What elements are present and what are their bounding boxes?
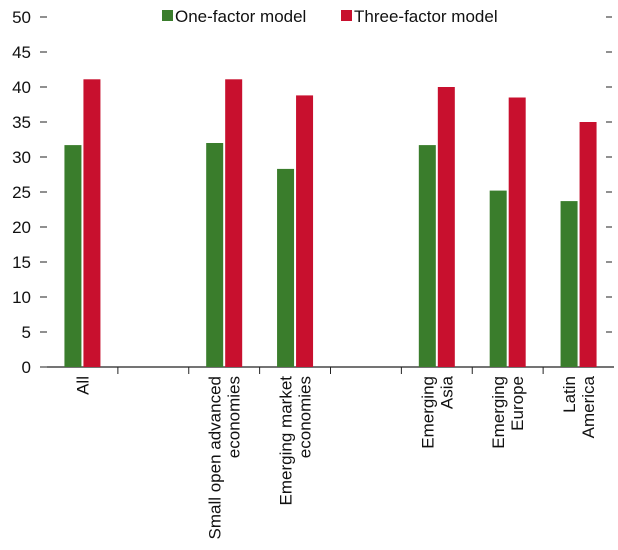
y-tick-label: 50 xyxy=(12,8,31,27)
y-tick-label: 20 xyxy=(12,218,31,237)
axes: 0 5 10 15 20 25 30 35 40 45 50 xyxy=(12,8,614,377)
y-tick-label: 25 xyxy=(12,183,31,202)
y-tick-label: 45 xyxy=(12,43,31,62)
bar-three-factor xyxy=(437,87,455,367)
legend: One-factor model Three-factor model xyxy=(162,7,498,26)
category-label: Emerging market xyxy=(277,376,296,506)
y-tick-label: 10 xyxy=(12,288,31,307)
category-label: Asia xyxy=(437,375,456,409)
bar-three-factor xyxy=(579,122,597,367)
bar-three-factor xyxy=(296,95,314,368)
legend-label-three-factor: Three-factor model xyxy=(354,7,498,26)
category-label: economies xyxy=(225,376,244,458)
y-tick-label: 0 xyxy=(22,358,31,377)
bar-three-factor xyxy=(508,97,526,367)
legend-label-one-factor: One-factor model xyxy=(175,7,306,26)
bar-one-factor xyxy=(206,143,224,367)
y-tick-label: 35 xyxy=(12,113,31,132)
category-label: Europe xyxy=(508,376,527,431)
y-tick-label: 40 xyxy=(12,78,31,97)
category-label: Emerging xyxy=(489,376,508,449)
y-tick-label: 5 xyxy=(22,323,31,342)
bar-one-factor xyxy=(489,190,507,367)
bar-one-factor xyxy=(277,168,295,367)
category-label: Emerging xyxy=(418,376,437,449)
category-label: economies xyxy=(296,376,315,458)
bars xyxy=(64,79,597,374)
category-label: America xyxy=(579,375,598,438)
bar-one-factor xyxy=(560,201,578,367)
bar-one-factor xyxy=(418,145,436,367)
bar-three-factor xyxy=(83,79,101,368)
bar-one-factor xyxy=(64,145,82,367)
category-labels: All Small open advanced economies Emerging … xyxy=(73,375,598,539)
category-label: Latin xyxy=(560,376,579,413)
category-label: Small open advanced xyxy=(206,376,225,540)
legend-swatch-three-factor xyxy=(341,10,352,21)
category-label: All xyxy=(73,376,92,395)
legend-swatch-one-factor xyxy=(162,10,173,21)
y-tick-label: 30 xyxy=(12,148,31,167)
bar-three-factor xyxy=(225,79,243,368)
y-tick-label: 15 xyxy=(12,253,31,272)
